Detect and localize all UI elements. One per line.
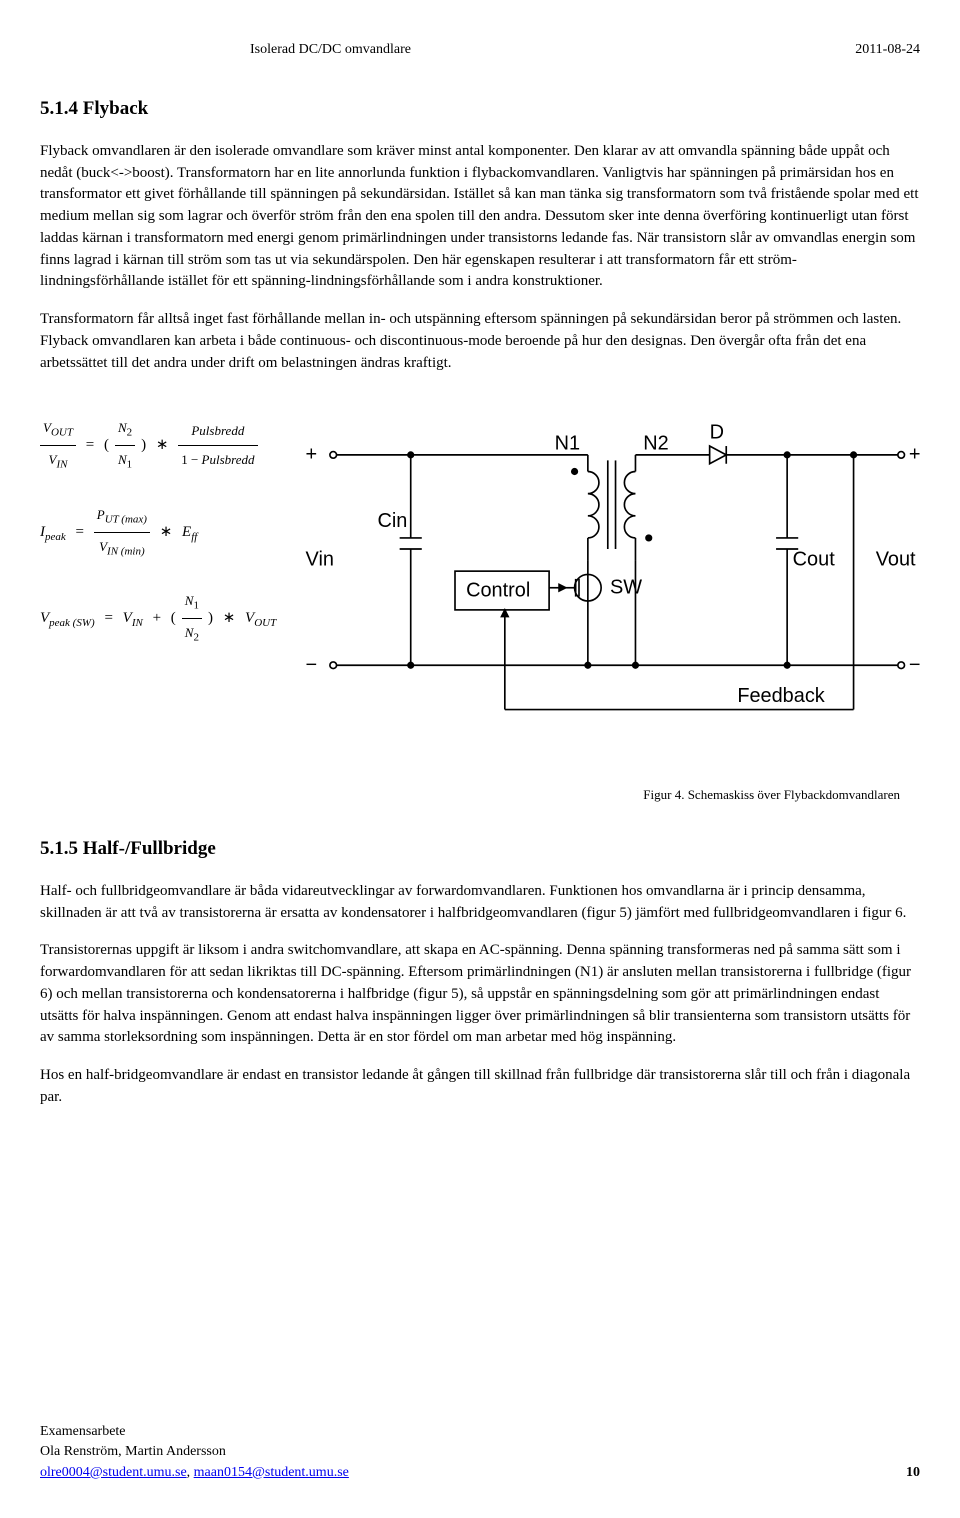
header-date: 2011-08-24 (855, 40, 920, 60)
label-cout: Cout (793, 549, 836, 571)
page-footer: Examensarbete Ola Renström, Martin Ander… (40, 1422, 920, 1483)
section-5-1-5-heading: 5.1.5 Half-/Fullbridge (40, 835, 920, 863)
label-cin: Cin (378, 510, 408, 532)
section-5-1-5-para2: Transistorernas uppgift är liksom i andr… (40, 940, 920, 1049)
section-5-1-4-heading: 5.1.4 Flyback (40, 95, 920, 123)
footer-line1: Examensarbete (40, 1422, 920, 1442)
label-n2: N2 (643, 433, 668, 455)
equation-2: Ipeak = PUT (max)VIN (min) ∗ Eff (40, 501, 280, 564)
label-plus-in: + (306, 444, 318, 466)
label-control: Control (466, 580, 530, 602)
label-minus-out: − (909, 654, 920, 676)
label-feedback: Feedback (737, 685, 824, 707)
section-5-1-5-para1: Half- och fullbridgeomvandlare är båda v… (40, 881, 920, 925)
figure-4-caption: Figur 4. Schemaskiss över Flybackdomvand… (40, 786, 900, 805)
page-number: 10 (906, 1463, 920, 1483)
equation-1: VOUTVIN = (N2N1) ∗ Pulsbredd1 − Pulsbred… (40, 414, 280, 477)
flyback-schematic: + − Vin Cin N1 (300, 394, 920, 726)
footer-email1-link[interactable]: olre0004@student.umu.se (40, 1465, 187, 1480)
equations-block: VOUTVIN = (N2N1) ∗ Pulsbredd1 − Pulsbred… (40, 394, 280, 726)
footer-line2: Ola Renström, Martin Andersson (40, 1442, 920, 1462)
label-vin: Vin (306, 549, 334, 571)
header-title: Isolerad DC/DC omvandlare (250, 40, 411, 60)
section-5-1-4-para2: Transformatorn får alltså inget fast för… (40, 309, 920, 374)
label-minus-in: − (306, 654, 318, 676)
equation-3: Vpeak (SW) = VIN + (N1N2) ∗ VOUT (40, 587, 280, 650)
label-d: D (710, 422, 724, 444)
label-n1: N1 (555, 433, 580, 455)
footer-email2-link[interactable]: maan0154@student.umu.se (194, 1465, 349, 1480)
label-plus-out: + (909, 444, 920, 466)
running-header: Isolerad DC/DC omvandlare 2011-08-24 (40, 40, 920, 60)
label-vout: Vout (876, 549, 916, 571)
section-5-1-5-para3: Hos en half-bridgeomvandlare är endast e… (40, 1065, 920, 1109)
label-sw: SW (610, 577, 642, 599)
section-5-1-4-para1: Flyback omvandlaren är den isolerade omv… (40, 141, 920, 293)
